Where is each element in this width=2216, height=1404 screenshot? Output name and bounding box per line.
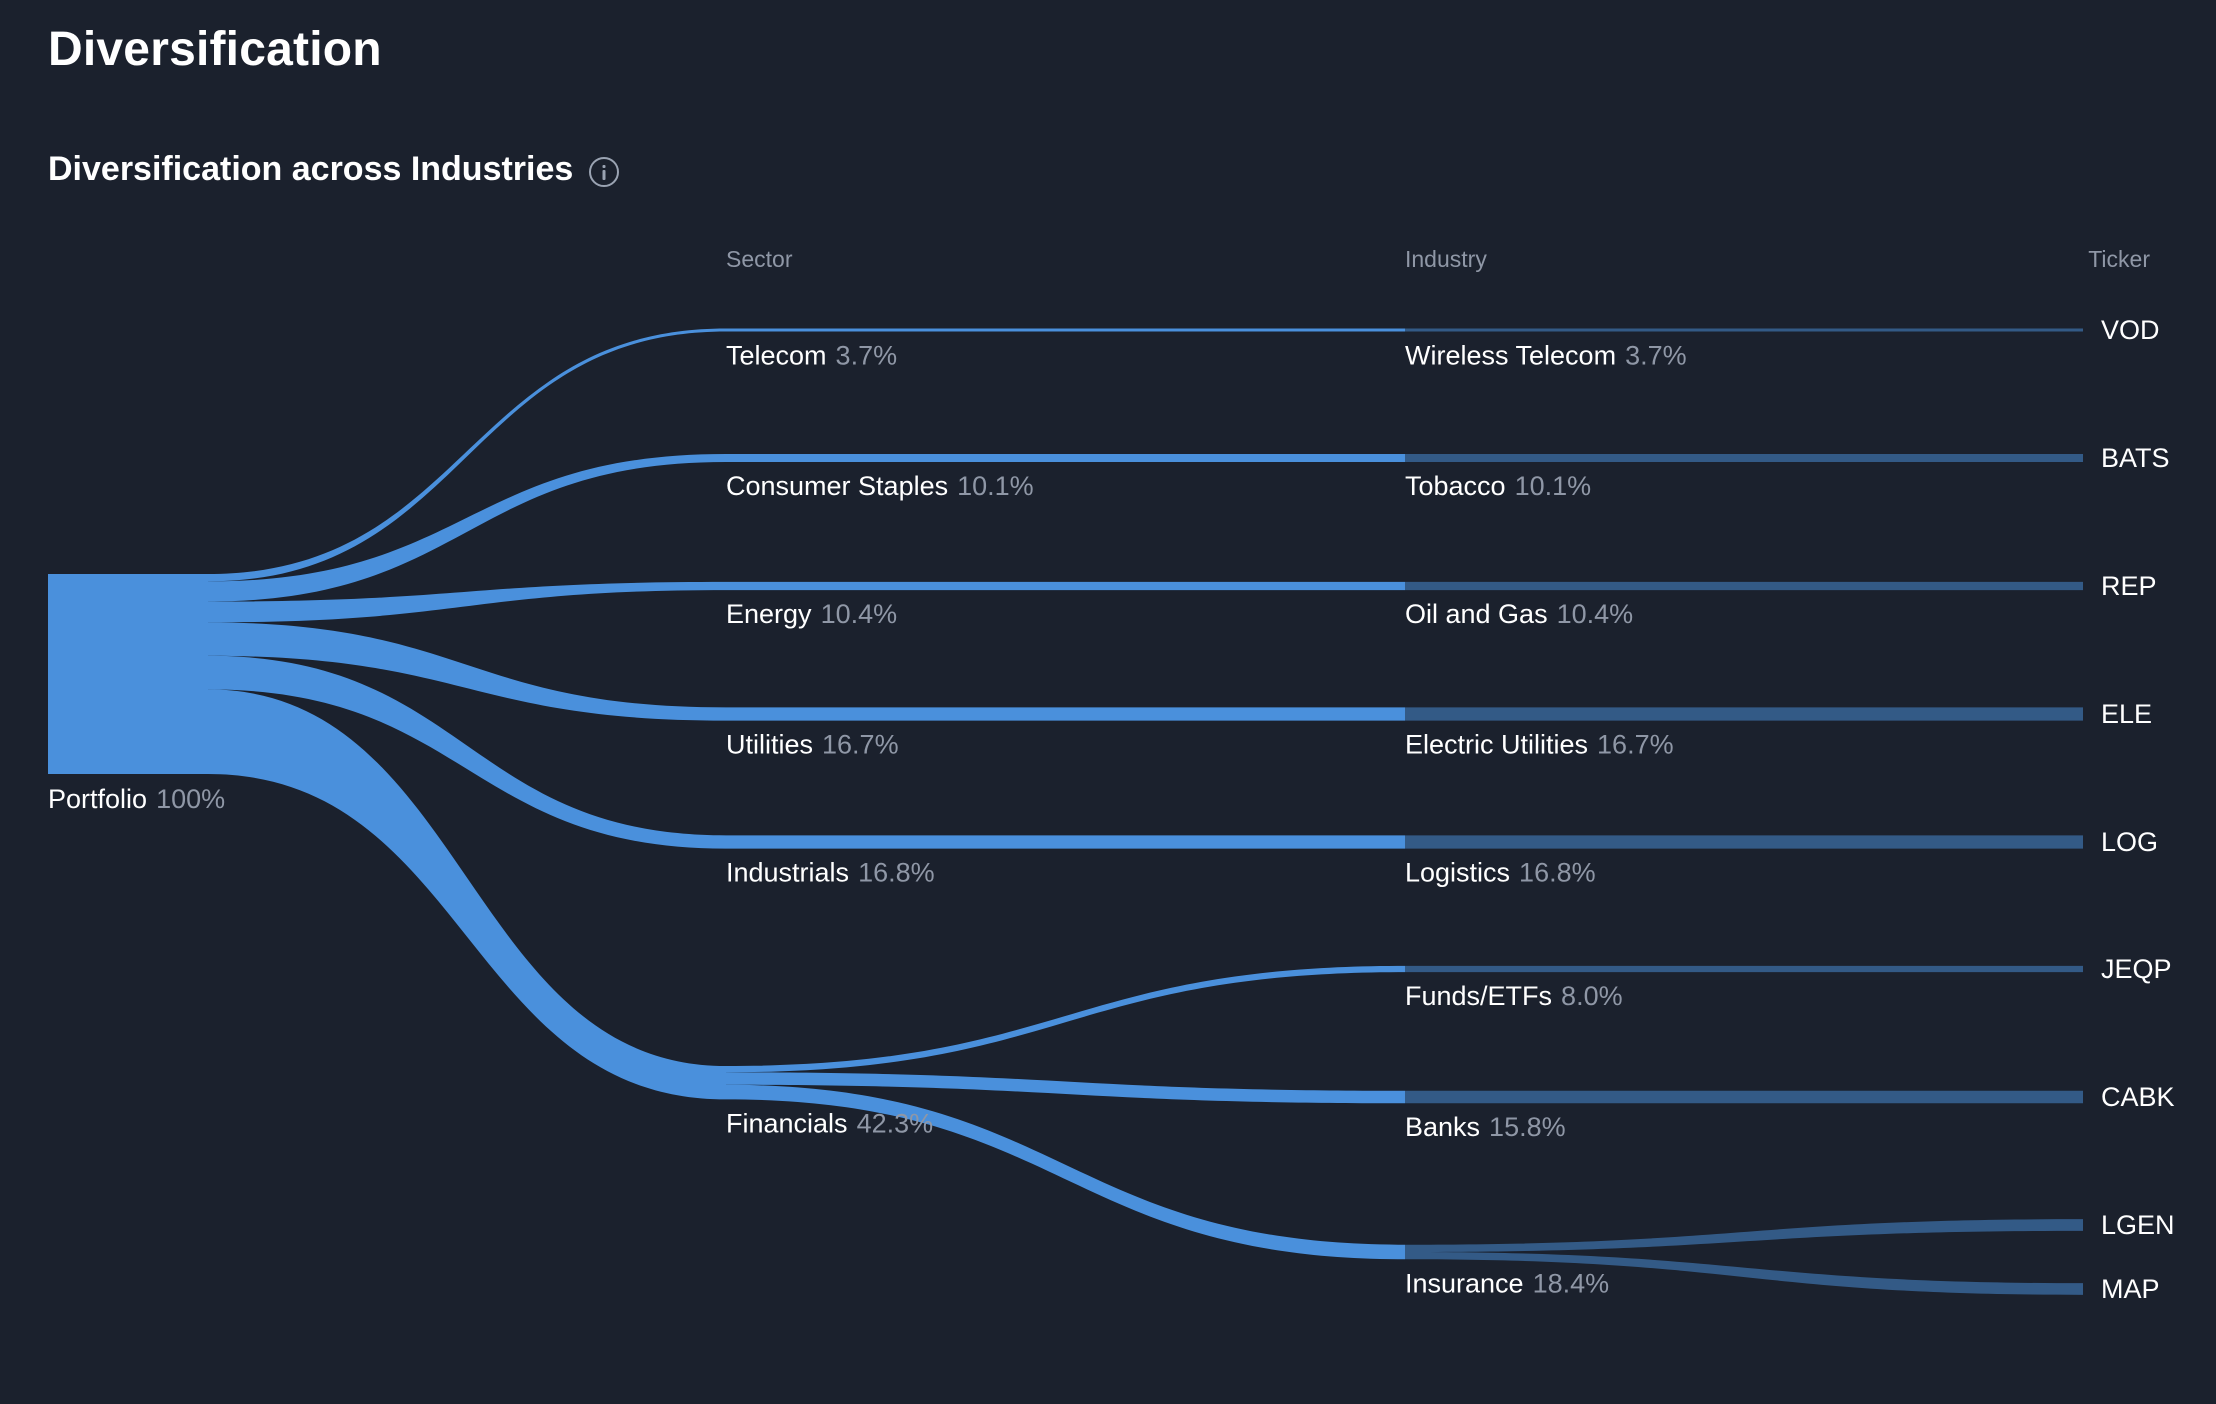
link-portfolio-utilities[interactable] bbox=[208, 622, 726, 721]
link-financials-insurance[interactable] bbox=[726, 1084, 1405, 1260]
link-banks-cabk[interactable] bbox=[1405, 1090, 2083, 1104]
link-wireless-telecom-vod[interactable] bbox=[1405, 328, 2083, 332]
link-logistics-log[interactable] bbox=[1405, 835, 2083, 849]
link-telecom-wireless-telecom[interactable] bbox=[726, 328, 1405, 332]
industry-label-oil-and-gas: Oil and Gas 10.4% bbox=[1405, 599, 1633, 629]
link-industrials-logistics[interactable] bbox=[726, 835, 1405, 849]
section-title: Diversification across Industries bbox=[48, 150, 574, 188]
link-funds-etfs-jeqp[interactable] bbox=[1405, 965, 2083, 973]
link-portfolio-consumer-staples[interactable] bbox=[208, 454, 726, 602]
industry-label-electric-utilities: Electric Utilities 16.7% bbox=[1405, 730, 1674, 760]
industry-label-banks: Banks 15.8% bbox=[1405, 1112, 1566, 1142]
industry-label-insurance: Insurance 18.4% bbox=[1405, 1268, 1609, 1298]
sector-label-utilities: Utilities 16.7% bbox=[726, 730, 899, 760]
industry-label-tobacco: Tobacco 10.1% bbox=[1405, 471, 1591, 501]
section-header: Diversification across Industries bbox=[48, 150, 620, 189]
ticker-label-map: MAP bbox=[2101, 1274, 2160, 1304]
link-electric-utilities-ele[interactable] bbox=[1405, 707, 2083, 721]
ticker-label-jeqp: JEQP bbox=[2101, 954, 2172, 984]
link-oil-and-gas-rep[interactable] bbox=[1405, 581, 2083, 591]
link-energy-oil-and-gas[interactable] bbox=[726, 581, 1405, 591]
link-insurance-lgen[interactable] bbox=[1405, 1219, 2083, 1252]
link-consumer-staples-tobacco[interactable] bbox=[726, 454, 1405, 462]
sector-label-consumer-staples: Consumer Staples 10.1% bbox=[726, 471, 1034, 501]
page-title: Diversification bbox=[48, 23, 382, 76]
ticker-label-ele: ELE bbox=[2101, 699, 2152, 729]
link-portfolio-energy[interactable] bbox=[208, 581, 726, 623]
link-insurance-map[interactable] bbox=[1405, 1252, 2083, 1295]
column-header-industry: Industry bbox=[1405, 246, 1487, 272]
portfolio-label: Portfolio 100% bbox=[48, 784, 225, 814]
column-header-ticker: Ticker bbox=[2088, 246, 2150, 272]
link-financials-banks[interactable] bbox=[726, 1072, 1405, 1104]
link-portfolio-industrials[interactable] bbox=[208, 655, 726, 849]
link-utilities-electric-utilities[interactable] bbox=[726, 707, 1405, 721]
link-tobacco-bats[interactable] bbox=[1405, 454, 2083, 462]
portfolio-node[interactable] bbox=[48, 574, 208, 774]
info-icon[interactable] bbox=[589, 156, 620, 187]
sector-label-telecom: Telecom 3.7% bbox=[726, 340, 897, 370]
link-portfolio-telecom[interactable] bbox=[208, 328, 726, 582]
ticker-label-cabk: CABK bbox=[2101, 1082, 2175, 1112]
ticker-label-vod: VOD bbox=[2101, 315, 2160, 345]
ticker-label-rep: REP bbox=[2101, 571, 2157, 601]
link-financials-funds-etfs[interactable] bbox=[726, 965, 1405, 1073]
column-header-sector: Sector bbox=[726, 246, 793, 272]
sector-label-energy: Energy 10.4% bbox=[726, 599, 897, 629]
ticker-label-log: LOG bbox=[2101, 827, 2158, 857]
ticker-label-bats: BATS bbox=[2101, 443, 2170, 473]
industry-label-logistics: Logistics 16.8% bbox=[1405, 858, 1596, 888]
ticker-label-lgen: LGEN bbox=[2101, 1210, 2175, 1240]
sector-label-industrials: Industrials 16.8% bbox=[726, 858, 935, 888]
link-portfolio-financials[interactable] bbox=[208, 689, 726, 1100]
sector-label-financials: Financials 42.3% bbox=[726, 1108, 933, 1138]
industry-label-funds-etfs: Funds/ETFs 8.0% bbox=[1405, 981, 1623, 1011]
industry-label-wireless-telecom: Wireless Telecom 3.7% bbox=[1405, 340, 1687, 370]
